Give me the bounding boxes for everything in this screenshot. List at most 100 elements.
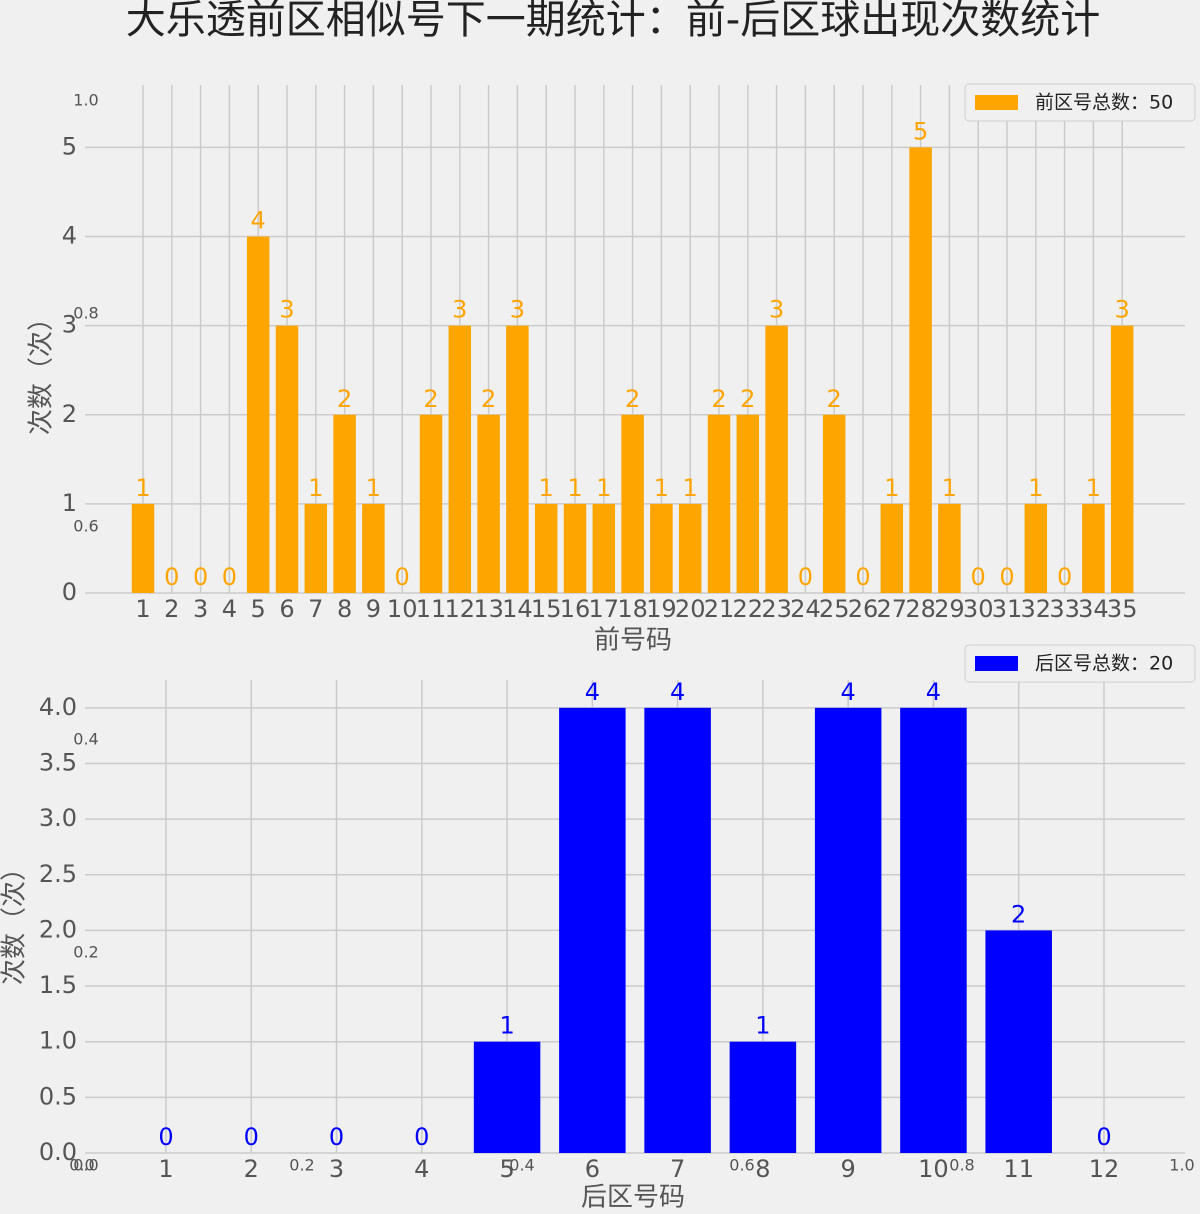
bar (880, 503, 904, 593)
bar (131, 503, 155, 593)
x-tick-label: 4 (414, 1155, 429, 1183)
data-label: 1 (499, 1012, 514, 1040)
x-tick-label: 11 (416, 595, 447, 623)
x-tick-label: 26 (848, 595, 879, 623)
data-label: 4 (585, 678, 600, 706)
data-label: 2 (740, 385, 755, 413)
legend-box (964, 644, 1196, 683)
x-tick-label: 30 (963, 595, 994, 623)
bar (246, 236, 270, 593)
x-tick-label: 10 (918, 1155, 949, 1183)
data-label: 0 (193, 563, 208, 591)
bg-x-tick-label: 0.6 (729, 1156, 754, 1175)
y-tick-label: 2.5 (39, 860, 77, 888)
data-label: 2 (481, 385, 496, 413)
data-label: 1 (567, 474, 582, 502)
bar (419, 414, 443, 593)
data-label: 3 (452, 296, 467, 324)
data-label: 1 (683, 474, 698, 502)
y-tick-label: 2.0 (39, 915, 77, 943)
data-label: 2 (625, 385, 640, 413)
data-label: 1 (654, 474, 669, 502)
x-tick-label: 24 (790, 595, 821, 623)
bg-y-tick-label: 0.4 (73, 730, 98, 749)
x-tick-label: 1 (158, 1155, 173, 1183)
y-tick-label: 3.5 (39, 748, 77, 776)
data-label: 0 (164, 563, 179, 591)
bar (822, 414, 846, 593)
bg-y-tick-label: 0.6 (73, 517, 98, 536)
x-tick-label: 33 (1049, 595, 1080, 623)
chart-title: 大乐透前区相似号下一期统计：前-后区球出现次数统计 (126, 0, 1100, 43)
bar (736, 414, 760, 593)
data-label: 0 (244, 1123, 259, 1151)
x-tick-label: 10 (387, 595, 418, 623)
bar (473, 1041, 541, 1153)
y-tick-label: 1.5 (39, 971, 77, 999)
bar (814, 707, 882, 1153)
bar (1110, 325, 1134, 593)
y-tick-label: 4.0 (39, 693, 77, 721)
x-tick-label: 6 (585, 1155, 600, 1183)
y-axis-label: 次数（次） (0, 855, 30, 985)
x-tick-label: 27 (877, 595, 908, 623)
data-label: 4 (841, 678, 856, 706)
y-tick-label: 4 (62, 222, 77, 250)
bar (909, 147, 932, 593)
x-tick-label: 23 (761, 595, 792, 623)
x-tick-label: 8 (755, 1155, 770, 1183)
x-tick-label: 13 (473, 595, 504, 623)
x-tick-label: 9 (366, 595, 381, 623)
data-label: 1 (1028, 474, 1043, 502)
bar (448, 325, 472, 593)
y-tick-label: 1.0 (39, 1027, 77, 1055)
bar (275, 325, 299, 593)
data-label: 1 (942, 474, 957, 502)
x-tick-label: 31 (992, 595, 1023, 623)
legend-box (964, 83, 1196, 122)
y-tick-label: 0.0 (39, 1138, 77, 1166)
bar (621, 414, 644, 593)
x-tick-label: 2 (244, 1155, 259, 1183)
y-tick-label: 3 (62, 311, 77, 339)
x-tick-label: 6 (279, 595, 294, 623)
y-tick-label: 0 (62, 578, 77, 606)
data-label: 4 (251, 207, 266, 235)
bg-x-tick-label: 1.0 (1169, 1156, 1194, 1175)
x-tick-label: 11 (1003, 1155, 1034, 1183)
data-label: 0 (1096, 1123, 1111, 1151)
bar (563, 503, 587, 593)
y-tick-label: 5 (62, 132, 77, 160)
data-label: 3 (279, 296, 294, 324)
bg-x-tick-label: 0.4 (509, 1156, 534, 1175)
data-label: 1 (884, 474, 899, 502)
data-label: 1 (596, 474, 611, 502)
x-tick-label: 25 (819, 595, 850, 623)
data-label: 5 (913, 117, 928, 145)
x-axis-label: 后区号码 (581, 1183, 685, 1213)
data-label: 0 (222, 563, 237, 591)
bar (729, 1041, 797, 1153)
x-axis-label: 前号码 (594, 626, 672, 656)
bar (678, 503, 702, 593)
data-label: 0 (855, 563, 870, 591)
bar (506, 325, 529, 593)
bg-y-tick-label: 0.8 (73, 304, 98, 323)
x-tick-label: 7 (308, 595, 323, 623)
x-tick-label: 28 (905, 595, 936, 623)
bg-y-tick-label: 1.0 (73, 91, 98, 110)
y-tick-label: 0.5 (39, 1082, 77, 1110)
data-label: 2 (827, 385, 842, 413)
data-label: 0 (395, 563, 410, 591)
x-tick-label: 9 (841, 1155, 856, 1183)
x-tick-label: 20 (675, 595, 706, 623)
data-label: 2 (423, 385, 438, 413)
bar (304, 503, 328, 593)
bg-y-tick-label: 0.0 (73, 1156, 98, 1175)
bar (477, 414, 500, 593)
data-label: 4 (926, 678, 941, 706)
data-label: 3 (510, 296, 525, 324)
x-tick-label: 2 (164, 595, 179, 623)
x-tick-label: 1 (135, 595, 150, 623)
data-label: 3 (1115, 296, 1130, 324)
